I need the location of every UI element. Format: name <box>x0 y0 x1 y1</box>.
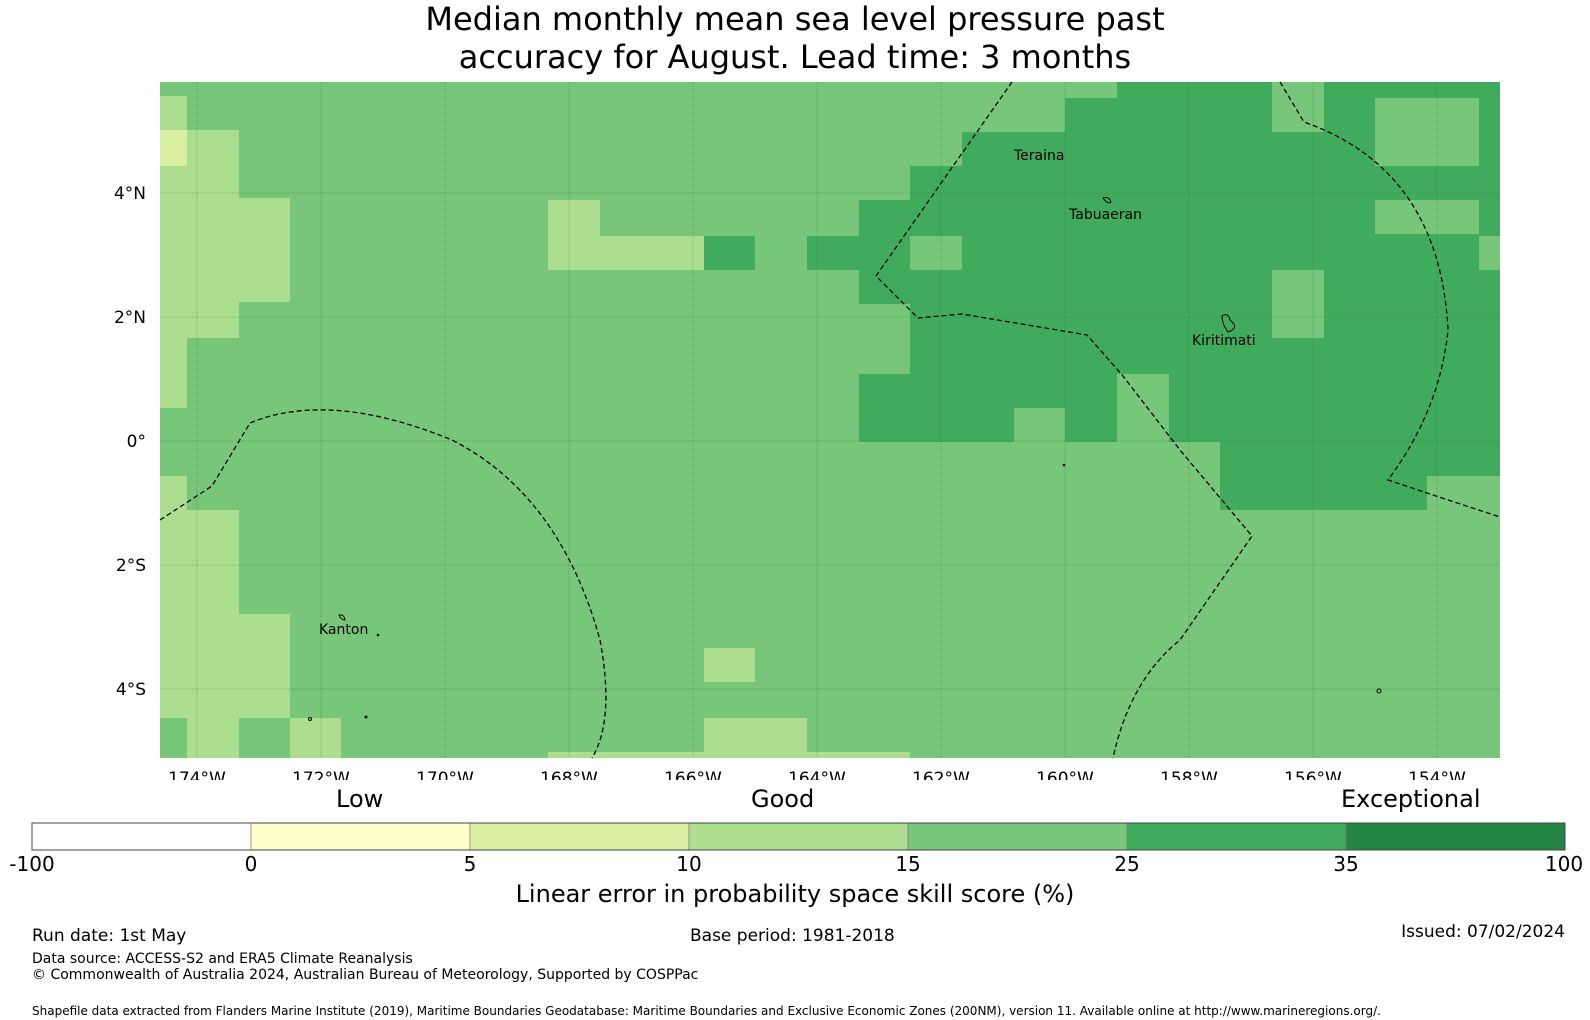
skill-cell <box>160 198 290 302</box>
eez-boundaries <box>159 81 1501 759</box>
lon-tick-label: 156°W <box>1284 769 1342 780</box>
skill-cell <box>1375 200 1479 234</box>
colorbar-segment <box>1126 822 1347 851</box>
colorbar <box>31 822 1566 851</box>
skill-cell <box>160 338 187 408</box>
colorbar-segment <box>250 822 471 851</box>
skill-cell <box>704 718 807 758</box>
colorbar-tick-label: 15 <box>895 852 921 876</box>
skill-grid <box>160 82 1500 758</box>
lon-tick-label: 166°W <box>664 769 722 780</box>
skill-cell <box>160 476 187 510</box>
skill-cell <box>807 236 859 270</box>
lon-tick-label: 170°W <box>416 769 474 780</box>
colorbar-tick-label: -100 <box>9 852 55 876</box>
lat-tick-label: 2°S <box>116 556 146 576</box>
base-period: Base period: 1981-2018 <box>690 926 895 946</box>
map-panel: Teraina Tabuaeran Kiritimati Kanton 4°N … <box>114 81 1501 780</box>
colorbar-tick-label: 0 <box>244 852 258 876</box>
lon-tick-label: 158°W <box>1160 769 1218 780</box>
place-label-teraina: Teraina <box>1013 148 1064 164</box>
colorbar-segment <box>907 822 1128 851</box>
lon-tick-label: 172°W <box>292 769 350 780</box>
place-label-tabuaeran: Tabuaeran <box>1068 207 1142 223</box>
lat-tick-label: 2°N <box>114 308 146 328</box>
skill-cell <box>548 200 600 236</box>
skill-cell <box>1014 408 1065 442</box>
chart-title-line-2: accuracy for August. Lead time: 3 months <box>458 38 1132 76</box>
colorbar-tick-label: 10 <box>676 852 702 876</box>
lat-tick-label: 4°N <box>114 184 146 204</box>
skill-cell <box>290 718 341 758</box>
copyright: © Commonwealth of Australia 2024, Austra… <box>32 967 699 983</box>
skill-cell <box>1220 442 1500 476</box>
colorbar-tick-label: 5 <box>463 852 477 876</box>
skill-cell <box>160 302 239 338</box>
map-gridlines <box>160 82 1500 758</box>
kanton-island <box>338 614 346 621</box>
skill-cell <box>1479 236 1500 270</box>
skill-cell <box>910 236 962 270</box>
colorbar-segment <box>469 822 690 851</box>
lon-tick-label: 164°W <box>788 769 846 780</box>
skill-cell <box>548 752 910 758</box>
colorbar-segment <box>1345 822 1566 851</box>
data-source: Data source: ACCESS-S2 and ERA5 Climate … <box>32 951 413 967</box>
colorbar-label: Linear error in probability space skill … <box>515 880 1075 908</box>
skill-cell <box>160 614 290 718</box>
island-dot <box>308 717 312 721</box>
skill-cell <box>160 130 187 166</box>
skill-cell <box>910 304 1500 374</box>
chart-title-line-1: Median monthly mean sea level pressure p… <box>425 0 1165 38</box>
skill-cell <box>1117 374 1169 442</box>
skill-cell <box>187 718 239 758</box>
lon-tick-label: 168°W <box>540 769 598 780</box>
shapefile-credit: Shapefile data extracted from Flanders M… <box>32 1004 1381 1018</box>
category-exceptional: Exceptional <box>1341 785 1481 813</box>
category-good: Good <box>751 785 815 813</box>
colorbar-segment <box>31 822 252 851</box>
colorbar-tick-label: 35 <box>1333 852 1359 876</box>
issued-date: Issued: 07/02/2024 <box>1401 922 1565 942</box>
skill-cell <box>1169 442 1220 476</box>
lon-tick-label: 154°W <box>1408 769 1466 780</box>
colorbar-tick-label: 25 <box>1114 852 1140 876</box>
island-dot <box>1062 463 1066 467</box>
colorbar-segments <box>31 822 1566 851</box>
kiritimati-island <box>1221 314 1235 333</box>
skill-cell <box>1272 82 1324 132</box>
skill-cell <box>1272 270 1324 338</box>
skill-cell <box>704 648 755 682</box>
lat-tick-label: 4°S <box>116 680 146 700</box>
islands <box>308 197 1382 721</box>
category-low: Low <box>336 785 384 813</box>
lon-tick-label: 174°W <box>168 769 226 780</box>
skill-cell <box>910 166 1500 200</box>
island-dot <box>364 715 368 719</box>
skill-cell <box>1375 98 1479 166</box>
tabuaeran-island <box>1102 197 1112 204</box>
skill-cell <box>859 374 1500 442</box>
run-date: Run date: 1st May <box>32 926 187 946</box>
skill-cell <box>548 236 704 270</box>
skill-cell <box>160 510 239 614</box>
lon-tick-label: 162°W <box>912 769 970 780</box>
place-label-kiritimati: Kiritimati <box>1192 333 1256 349</box>
lat-tick-label: 0° <box>127 432 146 452</box>
colorbar-tick-label: 100 <box>1544 852 1584 876</box>
colorbar-segment <box>688 822 909 851</box>
island-dot <box>376 633 380 637</box>
place-label-kanton: Kanton <box>319 622 368 638</box>
island-dot <box>1376 688 1382 694</box>
skill-cell <box>160 96 187 130</box>
skill-cell <box>704 236 755 270</box>
colorbar-frame <box>31 822 1566 851</box>
lon-tick-label: 160°W <box>1036 769 1094 780</box>
skill-cell <box>1220 476 1427 510</box>
